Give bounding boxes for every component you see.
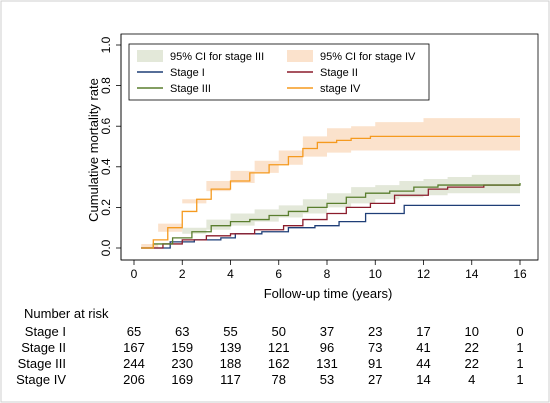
risk-cell: 44 [416, 356, 430, 371]
legend-label-stage-iii: Stage III [170, 83, 211, 95]
x-tick-label: 0 [131, 267, 138, 281]
series-line-stage-iv [141, 135, 520, 249]
y-tick-label: 0.0 [99, 239, 113, 256]
risk-cell: 162 [268, 356, 290, 371]
risk-cell: 27 [368, 372, 382, 387]
legend-swatch-95-ci-for-stage-iii [137, 50, 163, 62]
series-line-stage-iii [141, 183, 521, 249]
y-tick-label: 0.6 [99, 118, 113, 135]
legend-layer: 95% CI for stage III 95% CI for stage IV S… [137, 50, 416, 95]
risk-cell: 50 [272, 324, 286, 339]
y-ticks-layer: 0.0 0.2 0.4 0.6 0.8 1.0 [99, 36, 121, 256]
risk-cell: 65 [127, 324, 141, 339]
risk-cell: 96 [320, 340, 334, 355]
y-tick-label: 0.4 [99, 158, 113, 175]
y-tick-label: 0.2 [99, 199, 113, 216]
ci-bands-layer [141, 118, 521, 248]
legend-box [128, 43, 430, 101]
y-tick-label: 1.0 [99, 36, 113, 53]
legend-label-stage-i: Stage I [170, 67, 205, 79]
risk-cell: 169 [171, 372, 193, 387]
risk-cell: 1 [516, 372, 523, 387]
legend-swatch-95-ci-for-stage-iv [287, 50, 313, 62]
risk-cell: 73 [368, 340, 382, 355]
risk-cell: 230 [171, 356, 193, 371]
x-tick-label: 2 [179, 267, 186, 281]
series-line-stage-ii [141, 184, 520, 249]
y-axis-label: Cumulative mortality rate [86, 78, 101, 222]
risk-cell: 14 [416, 372, 430, 387]
risk-cell: 10 [465, 324, 479, 339]
risk-row-label-stage-iii: Stage III [18, 356, 66, 371]
series-line-stage-i [141, 204, 520, 249]
x-tick-label: 8 [324, 267, 331, 281]
ci-band-95-ci-for-stage-iv [141, 118, 521, 248]
risk-row-label-stage-i: Stage I [25, 324, 66, 339]
x-ticks-layer: 0 2 4 6 8 10 12 14 16 [131, 260, 527, 281]
legend-label-stage-ii: Stage II [320, 67, 358, 79]
risk-row-label-stage-ii: Stage II [21, 340, 66, 355]
risk-cell: 117 [220, 372, 241, 387]
legend-label-stage-iv: stage IV [320, 83, 361, 95]
risk-cell: 53 [320, 372, 334, 387]
risk-cell: 37 [320, 324, 334, 339]
risk-cell: 0 [516, 324, 523, 339]
risk-cell: 55 [223, 324, 237, 339]
risk-cell: 78 [272, 372, 286, 387]
risk-cell: 167 [123, 340, 145, 355]
risk-cell: 1 [516, 356, 523, 371]
risk-cell: 206 [123, 372, 145, 387]
series-layer [141, 135, 521, 249]
risk-table-title: Number at risk [24, 306, 109, 321]
risk-cell: 4 [468, 372, 475, 387]
risk-cell: 91 [368, 356, 382, 371]
x-tick-label: 14 [465, 267, 479, 281]
risk-cell: 22 [465, 340, 479, 355]
legend-label-95-ci-for-stage-iv: 95% CI for stage IV [320, 51, 416, 63]
risk-cell: 121 [268, 340, 290, 355]
x-tick-label: 16 [513, 267, 527, 281]
risk-row-label-stage-iv: Stage IV [16, 372, 66, 387]
risk-cell: 131 [316, 356, 338, 371]
y-tick-label: 0.8 [99, 77, 113, 94]
risk-cell: 159 [171, 340, 193, 355]
risk-cell: 23 [368, 324, 382, 339]
risk-cell: 244 [123, 356, 145, 371]
risk-cell: 63 [175, 324, 189, 339]
ci-band-95-ci-for-stage-iii [141, 174, 521, 248]
x-tick-label: 10 [369, 267, 383, 281]
x-axis-label: Follow-up time (years) [264, 286, 393, 301]
risk-table-layer: Stage I 65 63 55 50 37 23 17 10 0 Stage II 167 159 13… [16, 324, 523, 387]
risk-cell: 139 [220, 340, 242, 355]
risk-cell: 1 [516, 340, 523, 355]
legend-label-95-ci-for-stage-iii: 95% CI for stage III [170, 51, 264, 63]
x-tick-label: 12 [417, 267, 431, 281]
risk-cell: 188 [220, 356, 242, 371]
risk-cell: 17 [416, 324, 430, 339]
x-tick-label: 4 [227, 267, 234, 281]
risk-cell: 22 [465, 356, 479, 371]
risk-cell: 41 [416, 340, 430, 355]
x-tick-label: 6 [275, 267, 282, 281]
